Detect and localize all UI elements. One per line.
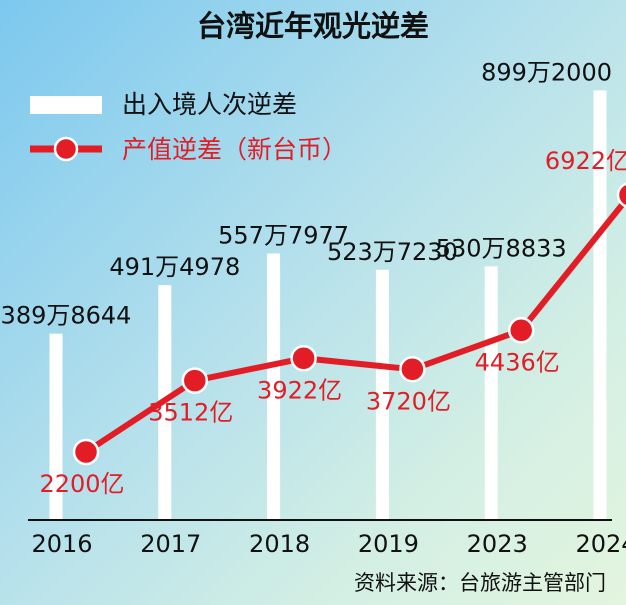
line-label-2024: 6922亿	[545, 147, 626, 175]
line-label-2016: 2200亿	[39, 470, 124, 498]
x-axis-ticks: 2016 2017 2018 2019 2023 2024	[31, 530, 626, 558]
line-marker-2019	[399, 356, 426, 383]
line-label-2019: 3720亿	[366, 387, 451, 415]
line-marker-2018	[290, 345, 317, 372]
bar-label-2018: 557万7977	[218, 221, 349, 249]
x-tick-2017: 2017	[140, 530, 201, 558]
bar-label-2017: 491万4978	[109, 253, 240, 281]
bar-label-2019: 523万7230	[327, 238, 458, 266]
bar-2023	[484, 266, 498, 520]
legend-line-label: 产值逆差（新台币）	[122, 135, 347, 164]
bar-2018	[267, 253, 281, 521]
bar-label-2016: 389万8644	[1, 302, 132, 330]
source-note: 资料来源：台旅游主管部门	[354, 571, 606, 595]
bar-2016	[49, 333, 63, 520]
bar-label-2023: 530万8833	[436, 234, 567, 262]
x-tick-2024: 2024	[575, 530, 626, 558]
line-group	[72, 182, 626, 466]
line-marker-2017	[181, 367, 209, 394]
line-label-2017: 3512亿	[148, 399, 233, 427]
bars-group	[49, 90, 607, 521]
line-marker-2016	[72, 438, 100, 466]
x-tick-2018: 2018	[249, 530, 310, 558]
line-marker-2023	[507, 317, 535, 344]
labels-group: 389万8644 491万4978 557万7977523万7230530万8833…	[1, 58, 626, 498]
bar-label-2024: 899万2000	[481, 58, 612, 86]
line-marker-2024	[616, 182, 626, 208]
x-tick-2016: 2016	[31, 530, 92, 558]
legend-bar-swatch	[30, 96, 102, 114]
bar-2024	[593, 90, 607, 520]
chart-title: 台湾近年观光逆差	[197, 9, 429, 43]
bar-2019	[375, 269, 389, 520]
x-tick-2019: 2019	[358, 530, 419, 558]
legend-bar-label: 出入境人次逆差	[122, 90, 297, 119]
line-label-2018: 3922亿	[257, 376, 342, 404]
x-tick-2023: 2023	[467, 530, 528, 558]
legend-line-marker	[53, 136, 79, 162]
line-label-2023: 4436亿	[475, 348, 560, 376]
line-series-path	[83, 195, 626, 455]
legend: 出入境人次逆差 产值逆差（新台币）	[30, 90, 347, 164]
